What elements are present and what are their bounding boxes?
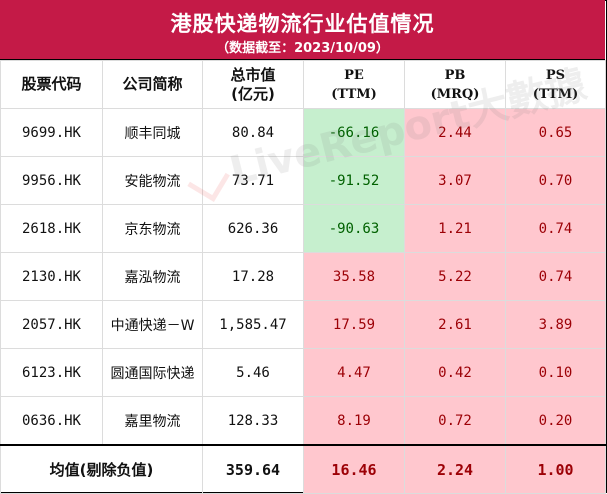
stock-code: 9699.HK (0, 108, 103, 157)
average-pe: 16.46 (303, 444, 405, 494)
stock-code: 6123.HK (0, 348, 103, 397)
pb-value: 0.42 (404, 348, 506, 397)
table-row: 2130.HK 嘉泓物流 17.28 35.58 5.22 0.74 (0, 252, 606, 301)
average-ps: 1.00 (505, 444, 606, 494)
stock-code: 0636.HK (0, 396, 103, 446)
company-name: 中通快递－W (102, 300, 203, 349)
stock-code: 9956.HK (0, 156, 103, 205)
pe-value: 4.47 (303, 348, 405, 397)
company-name: 安能物流 (102, 156, 203, 205)
header-row: 股票代码 公司简称 总市值 (亿元) PE (TTM) PB (MRQ) PS … (0, 60, 606, 109)
pb-value: 5.22 (404, 252, 506, 301)
col-header-ps-line2: (TTM) (532, 86, 579, 102)
col-header-pb-line2: (MRQ) (430, 86, 480, 102)
col-header-pb-line1: PB (444, 67, 466, 83)
col-header-pb: PB (MRQ) (404, 60, 506, 109)
market-cap: 73.71 (202, 156, 304, 205)
col-header-pe: PE (TTM) (303, 60, 405, 109)
pe-value: -66.16 (303, 108, 405, 157)
pe-value: -90.63 (303, 204, 405, 253)
ps-value: 0.74 (505, 204, 606, 253)
average-pb: 2.24 (404, 444, 506, 494)
col-header-ps-line1: PS (545, 67, 566, 83)
col-header-pe-line1: PE (344, 67, 364, 83)
col-header-market-cap: 总市值 (亿元) (202, 60, 304, 109)
company-name: 嘉里物流 (102, 396, 203, 446)
table-row: 2057.HK 中通快递－W 1,585.47 17.59 2.61 3.89 (0, 300, 606, 349)
ps-value: 3.89 (505, 300, 606, 349)
ps-value: 0.70 (505, 156, 606, 205)
col-header-code: 股票代码 (0, 60, 103, 109)
table-row: 0636.HK 嘉里物流 128.33 8.19 0.72 0.20 (0, 396, 606, 446)
ps-value: 0.10 (505, 348, 606, 397)
col-header-name: 公司简称 (102, 60, 203, 109)
table-row: 9699.HK 顺丰同城 80.84 -66.16 2.44 0.65 (0, 108, 606, 157)
col-header-market-cap-line1: 总市值 (230, 65, 276, 84)
title-banner: 港股快递物流行业估值情况 （数据截至：2023/10/09） (0, 0, 605, 60)
market-cap: 626.36 (202, 204, 304, 253)
pe-value: -91.52 (303, 156, 405, 205)
pb-value: 0.72 (404, 396, 506, 446)
company-name: 顺丰同城 (102, 108, 203, 157)
stock-code: 2057.HK (0, 300, 103, 349)
col-header-pe-line2: (TTM) (331, 86, 377, 102)
pb-value: 1.21 (404, 204, 506, 253)
col-header-market-cap-line2: (亿元) (231, 84, 275, 103)
average-row: 均值(剔除负值) 359.64 16.46 2.24 1.00 (0, 444, 606, 494)
ps-value: 0.20 (505, 396, 606, 446)
pe-value: 8.19 (303, 396, 405, 446)
table-row: 2618.HK 京东物流 626.36 -90.63 1.21 0.74 (0, 204, 606, 253)
ps-value: 0.65 (505, 108, 606, 157)
table-row: 9956.HK 安能物流 73.71 -91.52 3.07 0.70 (0, 156, 606, 205)
ps-value: 0.74 (505, 252, 606, 301)
company-name: 京东物流 (102, 204, 203, 253)
pb-value: 3.07 (404, 156, 506, 205)
average-market-cap: 359.64 (202, 444, 304, 494)
pe-value: 17.59 (303, 300, 405, 349)
col-header-ps: PS (TTM) (505, 60, 606, 109)
stock-code: 2618.HK (0, 204, 103, 253)
market-cap: 80.84 (202, 108, 304, 157)
pe-value: 35.58 (303, 252, 405, 301)
valuation-table: 股票代码 公司简称 总市值 (亿元) PE (TTM) PB (MRQ) PS … (0, 60, 606, 494)
table-row: 6123.HK 圆通国际快递 5.46 4.47 0.42 0.10 (0, 348, 606, 397)
data-date-subtitle: （数据截至：2023/10/09） (216, 41, 389, 56)
page-title: 港股快递物流行业估值情况 (170, 12, 435, 36)
stock-code: 2130.HK (0, 252, 103, 301)
average-label: 均值(剔除负值) (0, 444, 203, 494)
market-cap: 128.33 (202, 396, 304, 446)
company-name: 嘉泓物流 (102, 252, 203, 301)
market-cap: 1,585.47 (202, 300, 304, 349)
market-cap: 17.28 (202, 252, 304, 301)
pb-value: 2.44 (404, 108, 506, 157)
pb-value: 2.61 (404, 300, 506, 349)
market-cap: 5.46 (202, 348, 304, 397)
company-name: 圆通国际快递 (102, 348, 203, 397)
